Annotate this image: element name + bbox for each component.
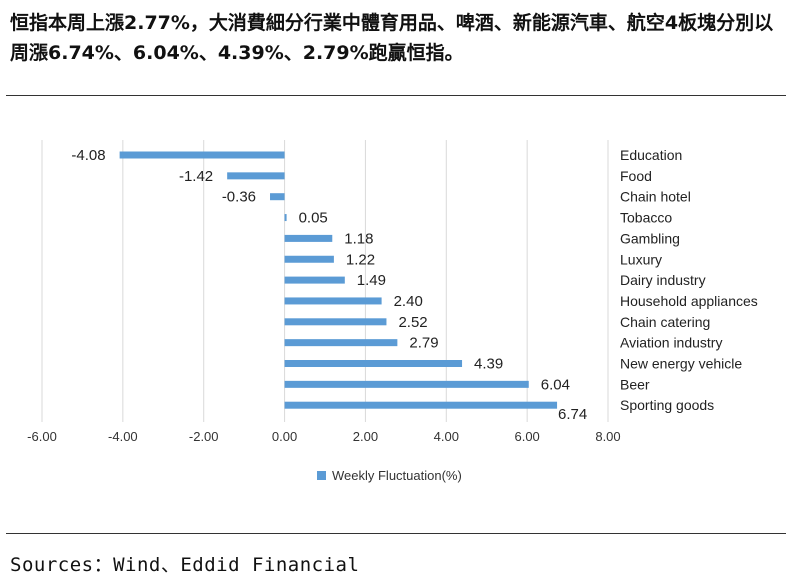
top-divider <box>6 95 786 96</box>
data-label: 2.40 <box>394 293 423 310</box>
headline: 恒指本周上漲2.77%，大消費細分行業中體育用品、啤酒、新能源汽車、航空4板塊分… <box>10 12 774 64</box>
data-label: -4.08 <box>71 147 105 164</box>
category-label: Aviation industry <box>620 335 722 351</box>
bar <box>284 276 345 284</box>
bottom-divider <box>6 533 786 534</box>
bar-chart: -6.00 -4.00 -2.00 0.00 2.00 4.00 6.00 8.00 -4.08… <box>0 130 796 500</box>
data-label: 2.52 <box>398 314 427 331</box>
x-tick-label: -6.00 <box>27 429 57 444</box>
source-note: Sources：Wind、Eddid Financial <box>10 554 360 576</box>
legend-swatch <box>317 471 326 480</box>
bar <box>227 172 285 180</box>
category-label: Education <box>620 147 682 163</box>
bar <box>119 151 285 159</box>
data-label: 0.05 <box>299 210 328 227</box>
category-label: Dairy industry <box>620 272 706 288</box>
data-label: 4.39 <box>474 356 503 373</box>
x-tick-label: -2.00 <box>189 429 219 444</box>
x-tick-label: 4.00 <box>434 429 459 444</box>
x-tick-label: -4.00 <box>108 429 138 444</box>
category-label: Chain hotel <box>620 189 691 205</box>
legend-label: Weekly Fluctuation(%) <box>332 468 462 483</box>
bar <box>284 234 333 242</box>
bar <box>270 193 285 201</box>
category-label: Household appliances <box>620 293 758 309</box>
data-label: 1.49 <box>357 272 386 289</box>
category-label: Food <box>620 168 652 184</box>
category-label: Luxury <box>620 251 662 267</box>
data-label: 2.79 <box>409 335 438 352</box>
data-label: 1.22 <box>346 251 375 268</box>
category-label: Gambling <box>620 230 680 246</box>
bar <box>284 380 529 388</box>
bar <box>284 401 558 409</box>
bar <box>284 214 287 222</box>
data-label: 6.74 <box>558 406 587 423</box>
data-label: 6.04 <box>541 376 570 393</box>
category-label: Chain catering <box>620 314 710 330</box>
bar <box>284 297 382 305</box>
x-tick-label: 0.00 <box>272 429 297 444</box>
x-tick-label: 6.00 <box>514 429 539 444</box>
category-label: Tobacco <box>620 210 672 226</box>
data-label: -0.36 <box>222 189 256 206</box>
data-label: 1.18 <box>344 230 373 247</box>
x-tick-label: 2.00 <box>353 429 378 444</box>
category-label: New energy vehicle <box>620 356 742 372</box>
bar <box>284 255 334 263</box>
bar <box>284 318 387 326</box>
bar <box>284 339 398 347</box>
category-label: Beer <box>620 376 650 392</box>
chart-svg: -6.00 -4.00 -2.00 0.00 2.00 4.00 6.00 8.00 -4.08… <box>27 140 758 483</box>
data-label: -1.42 <box>179 168 213 185</box>
x-tick-label: 8.00 <box>595 429 620 444</box>
bar <box>284 360 463 367</box>
category-label: Sporting goods <box>620 397 714 413</box>
